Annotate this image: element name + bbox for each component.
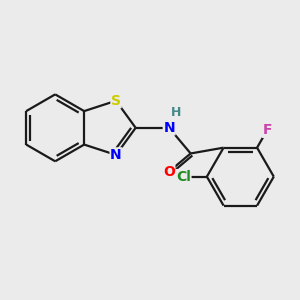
Text: O: O	[163, 165, 175, 179]
Text: F: F	[262, 123, 272, 137]
Text: H: H	[171, 106, 181, 119]
Text: Cl: Cl	[176, 169, 191, 184]
Text: S: S	[111, 94, 121, 108]
Text: N: N	[163, 121, 175, 135]
Text: N: N	[110, 148, 122, 162]
